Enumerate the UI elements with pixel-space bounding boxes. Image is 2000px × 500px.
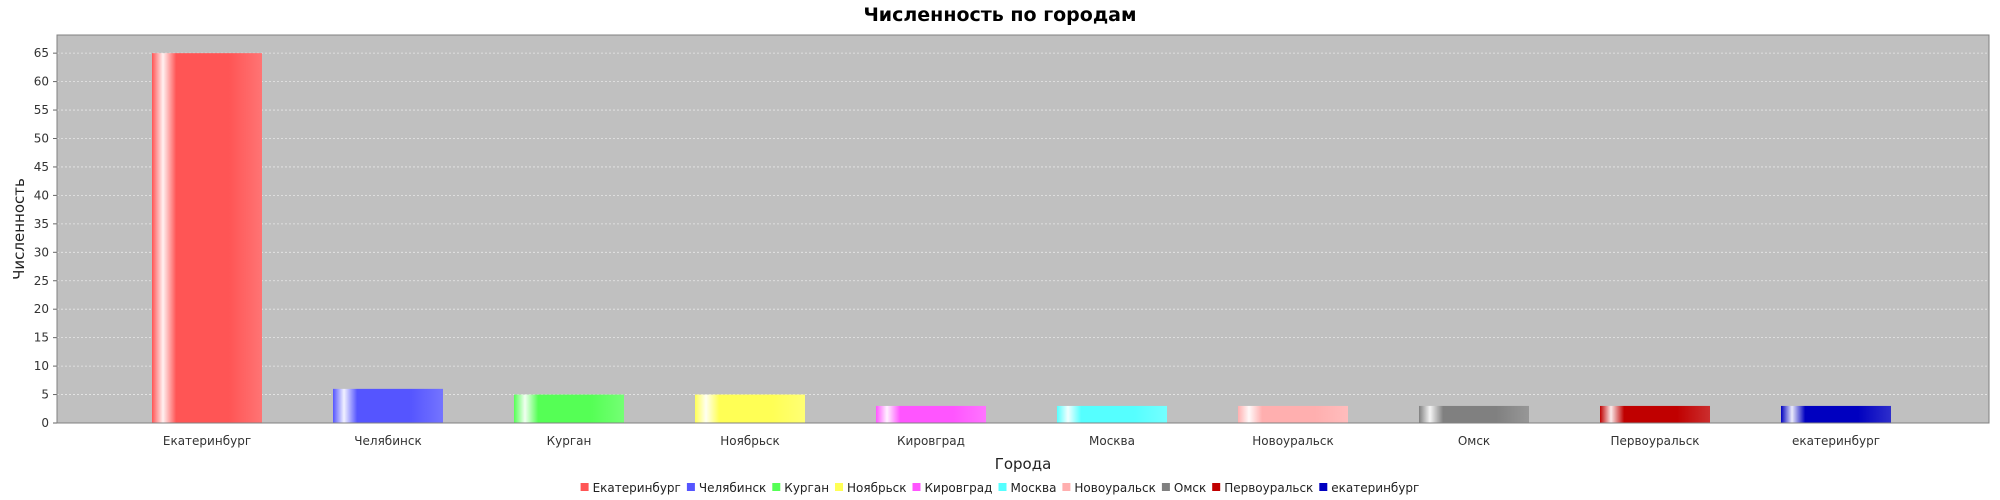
y-tick-label: 65	[34, 46, 49, 60]
legend-label: Ноябрьск	[847, 481, 907, 495]
y-tick-label: 60	[34, 75, 49, 89]
plot-area	[56, 34, 1990, 424]
bars	[152, 53, 1891, 424]
bar	[1057, 405, 1167, 423]
legend-swatch	[1319, 483, 1328, 491]
legend-label: Омск	[1174, 481, 1206, 495]
legend-swatch	[1161, 483, 1170, 491]
x-axis: Екатеринбург Челябинск Курган Ноябрьск Киров…	[57, 422, 1989, 448]
y-tick-label: 50	[34, 132, 49, 146]
legend-swatch	[1062, 483, 1071, 491]
y-axis: 0 5 10 15 20 25 30 35 40 45 50 55 60 65	[34, 35, 58, 430]
legend-label: екатеринбург	[1331, 481, 1419, 495]
y-tick-label: 55	[34, 103, 49, 117]
x-tick-label: Челябинск	[354, 434, 421, 448]
y-axis-label: Численность	[10, 178, 28, 280]
legend-swatch	[580, 483, 589, 491]
y-tick-label: 35	[34, 217, 49, 231]
x-axis-label: Города	[995, 455, 1052, 473]
legend-label: Кировград	[925, 481, 993, 495]
y-tick-label: 5	[41, 388, 49, 402]
x-tick-label: Первоуральск	[1610, 434, 1699, 448]
legend-label: Новоуральск	[1074, 481, 1155, 495]
legend-item: Екатеринбург	[580, 481, 681, 495]
legend-item: Ноябрьск	[835, 481, 907, 495]
legend-item: Москва	[998, 481, 1057, 495]
legend-item: Челябинск	[686, 481, 766, 495]
legend-item: Кировград	[912, 481, 993, 495]
legend-swatch	[998, 483, 1007, 491]
legend-item: екатеринбург	[1319, 481, 1419, 495]
bar	[1238, 405, 1348, 423]
legend-item: Курган	[772, 481, 829, 495]
legend-item: Омск	[1161, 481, 1206, 495]
x-tick-label: Москва	[1089, 434, 1135, 448]
bar	[1600, 405, 1710, 423]
bar	[152, 53, 262, 424]
y-tick-label: 15	[34, 331, 49, 345]
y-tick-label: 0	[41, 416, 49, 430]
legend-label: Москва	[1011, 481, 1057, 495]
bar	[333, 388, 443, 423]
x-tick-label: Ноябрьск	[720, 434, 780, 448]
x-tick-label: Новоуральск	[1252, 434, 1333, 448]
legend-label: Екатеринбург	[593, 481, 681, 495]
y-tick-label: 40	[34, 188, 49, 202]
bar	[1419, 405, 1529, 423]
legend: Екатеринбург Челябинск Курган Ноябрьск Киров…	[580, 481, 1419, 495]
y-tick-label: 30	[34, 245, 49, 259]
y-tick-label: 20	[34, 302, 49, 316]
legend-swatch	[772, 483, 781, 491]
bar	[514, 394, 624, 423]
legend-item: Новоуральск	[1062, 481, 1156, 495]
bar	[695, 394, 805, 423]
legend-swatch	[835, 483, 843, 491]
x-tick-label: Курган	[547, 434, 592, 448]
y-tick-label: 45	[34, 160, 49, 174]
legend-label: Первоуральск	[1224, 481, 1313, 495]
x-tick-label: Кировград	[897, 434, 965, 448]
x-tick-label: Екатеринбург	[163, 434, 251, 448]
x-tick-label: екатеринбург	[1792, 434, 1880, 448]
y-tick-label: 10	[34, 359, 49, 373]
legend-label: Челябинск	[699, 481, 766, 495]
x-tick-label: Омск	[1458, 434, 1490, 448]
gridlines	[57, 52, 1989, 395]
legend-swatch	[1212, 483, 1221, 491]
legend-label: Курган	[784, 481, 829, 495]
y-tick-label: 25	[34, 274, 49, 288]
chart-title: Численность по городам	[863, 4, 1136, 26]
legend-swatch	[686, 483, 695, 491]
legend-swatch	[912, 483, 921, 491]
bar	[876, 405, 986, 423]
legend-item: Первоуральск	[1212, 481, 1313, 495]
bar	[1781, 405, 1891, 423]
